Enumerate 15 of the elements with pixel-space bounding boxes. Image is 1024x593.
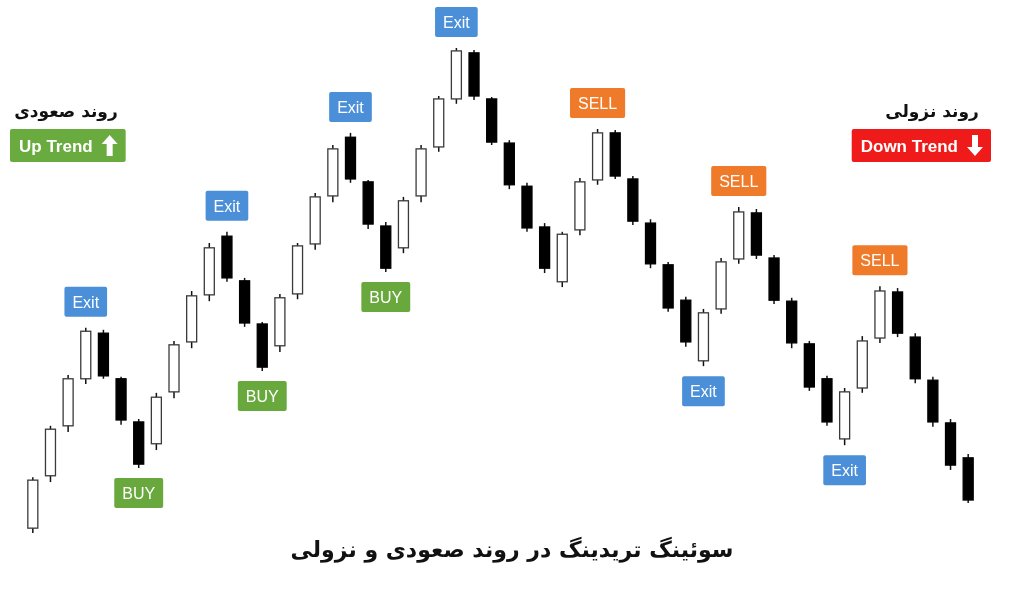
annotation: SELL [719,173,759,191]
annotation: SELL [577,95,618,112]
annotation: Up Trend [19,137,93,156]
annotation: BUY [122,485,156,503]
annotation: SELL [860,252,900,270]
annotation: Exit [213,197,241,215]
annotation: Down Trend [860,137,958,156]
annotation: Exit [690,383,718,401]
annotation: Exit [443,14,471,31]
annotation: Exit [337,98,365,116]
annotation: Exit [831,462,859,480]
annotation: BUY [369,289,403,307]
annotation: BUY [245,388,280,406]
title: سوئینگ تریدینگ در روند صعودی و نزولی [290,537,734,562]
annotation: Exit [72,293,100,311]
